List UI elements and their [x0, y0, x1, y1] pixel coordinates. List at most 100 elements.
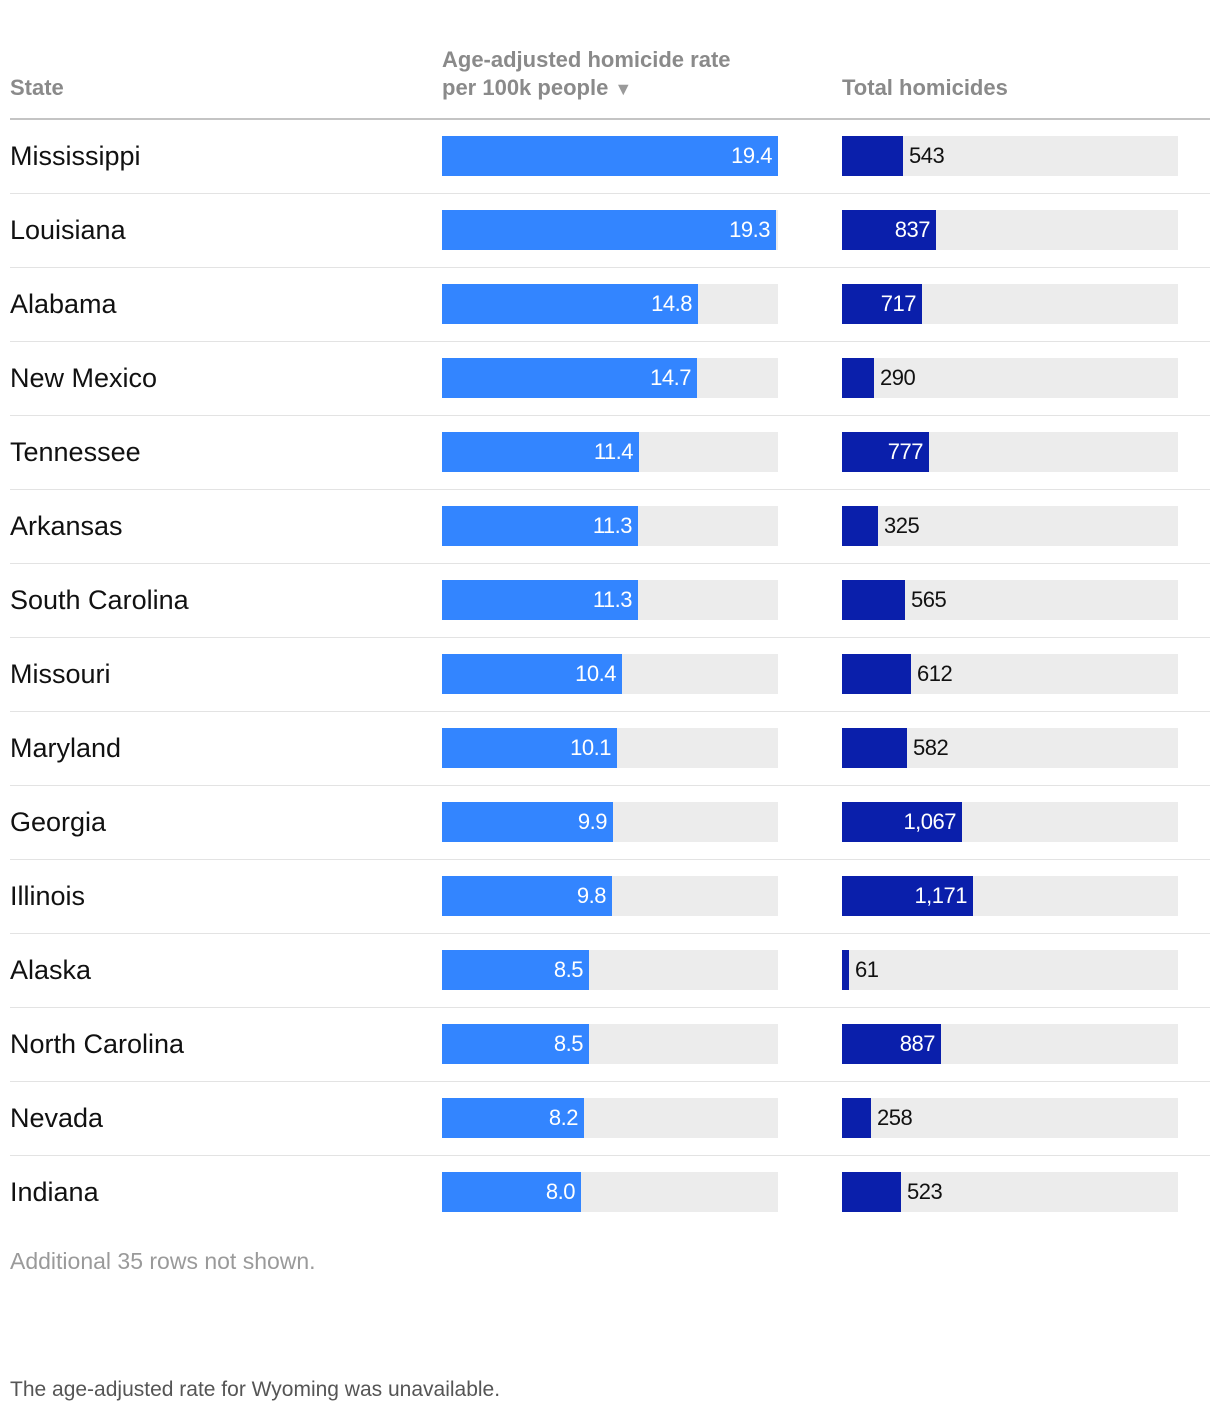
- rate-bar-track: 10.1: [442, 728, 778, 768]
- rate-bar-track: 14.7: [442, 358, 778, 398]
- total-value-label: 1,171: [914, 883, 967, 908]
- total-value-label: 258: [877, 1105, 913, 1130]
- rate-bar: [442, 210, 776, 250]
- row-divider: [10, 785, 1210, 786]
- table-header: State Age-adjusted homicide rate per 100…: [0, 0, 1220, 120]
- rate-bar-track: 11.3: [442, 580, 778, 620]
- row-divider: [10, 193, 1210, 194]
- total-value-label: 582: [913, 735, 949, 760]
- rate-value-label: 8.2: [548, 1105, 579, 1130]
- header-rate-line1: Age-adjusted homicide rate: [442, 47, 731, 72]
- rate-value-label: 9.8: [576, 883, 607, 908]
- total-value-label: 612: [917, 661, 953, 686]
- total-value-label: 887: [899, 1031, 936, 1056]
- rate-bar-track: 14.8: [442, 284, 778, 324]
- header-rate-line2: per 100k people: [442, 75, 609, 100]
- total-bar: [842, 210, 936, 250]
- total-value-label: 565: [911, 587, 947, 612]
- total-bar-track: 582: [842, 728, 1178, 768]
- rate-bar-track: 19.4: [442, 136, 778, 176]
- total-bar: [842, 580, 905, 620]
- rate-value-label: 8.5: [553, 1031, 584, 1056]
- state-name: North Carolina: [10, 1029, 185, 1059]
- table-row: New Mexico 14.7 290: [10, 342, 1210, 416]
- total-bar-track: 717: [842, 284, 1178, 324]
- rate-value-label: 10.1: [570, 735, 611, 760]
- total-value-label: 543: [909, 143, 945, 168]
- state-name: Louisiana: [10, 215, 126, 245]
- total-value-label: 325: [884, 513, 920, 538]
- wyoming-footnote: The age-adjusted rate for Wyoming was un…: [10, 1378, 501, 1401]
- table-row: Arkansas 11.3 325: [10, 490, 1210, 564]
- total-bar-track: 325: [842, 506, 1178, 546]
- row-divider: [10, 637, 1210, 638]
- total-value-label: 61: [855, 957, 879, 982]
- rate-bar: [442, 432, 639, 472]
- total-bar: [842, 1098, 871, 1138]
- total-bar: [842, 654, 911, 694]
- total-bar-track: 61: [842, 950, 1178, 990]
- rate-bar: [442, 1172, 581, 1212]
- row-divider: [10, 1155, 1210, 1156]
- rate-bar-track: 11.4: [442, 432, 778, 472]
- header-state[interactable]: State: [10, 75, 64, 100]
- table-row: Tennessee 11.4 777: [10, 416, 1210, 490]
- total-bar-track: 887: [842, 1024, 1178, 1064]
- rate-bar-track: 8.2: [442, 1098, 778, 1138]
- state-name: Alaska: [10, 955, 92, 985]
- total-bar-track: 258: [842, 1098, 1178, 1138]
- rate-bar: [442, 728, 617, 768]
- total-bar-track: 290: [842, 358, 1178, 398]
- header-rate[interactable]: Age-adjusted homicide rate per 100k peop…: [442, 46, 802, 103]
- total-value-label: 1,067: [903, 809, 956, 834]
- total-bar: [842, 802, 962, 842]
- rate-bar-track: 8.5: [442, 950, 778, 990]
- state-name: Alabama: [10, 289, 117, 319]
- table-row: Louisiana 19.3 837: [10, 194, 1210, 268]
- rate-bar: [442, 802, 613, 842]
- total-bar-track: 565: [842, 580, 1178, 620]
- rate-bar: [442, 506, 638, 546]
- rate-value-label: 19.3: [729, 217, 770, 242]
- total-bar: [842, 950, 849, 990]
- rate-bar: [442, 950, 589, 990]
- table-row: Indiana 8.0 523: [10, 1156, 1210, 1230]
- state-name: Indiana: [10, 1177, 99, 1207]
- rows-hidden-note: Additional 35 rows not shown.: [10, 1248, 316, 1274]
- table-row: Alabama 14.8 717: [10, 268, 1210, 342]
- total-bar-track: 777: [842, 432, 1178, 472]
- rate-value-label: 11.3: [592, 587, 633, 612]
- header-divider: [10, 118, 1210, 120]
- total-bar-track: 523: [842, 1172, 1178, 1212]
- state-name: Illinois: [10, 881, 86, 911]
- header-total[interactable]: Total homicides: [842, 75, 1008, 100]
- row-divider: [10, 267, 1210, 268]
- rate-bar: [442, 136, 778, 176]
- state-name: Mississippi: [10, 141, 141, 171]
- rate-bar-track: 8.0: [442, 1172, 778, 1212]
- rate-value-label: 11.3: [592, 513, 633, 538]
- state-name: Arkansas: [10, 511, 123, 541]
- rate-value-label: 10.4: [575, 661, 616, 686]
- table-row: Illinois 9.8 1,171: [10, 860, 1210, 934]
- rate-bar: [442, 1024, 589, 1064]
- rate-value-label: 8.0: [545, 1179, 576, 1204]
- rate-bar-track: 8.5: [442, 1024, 778, 1064]
- sort-descending-icon: ▼: [614, 79, 633, 99]
- rate-bar: [442, 284, 698, 324]
- total-bar: [842, 432, 929, 472]
- total-value-label: 717: [880, 291, 917, 316]
- state-name: Nevada: [10, 1103, 104, 1133]
- state-name: Tennessee: [10, 437, 141, 467]
- row-divider: [10, 1081, 1210, 1082]
- state-name: Maryland: [10, 733, 122, 763]
- rate-bar: [442, 358, 697, 398]
- total-bar: [842, 1172, 901, 1212]
- total-value-label: 290: [880, 365, 916, 390]
- row-divider: [10, 859, 1210, 860]
- total-bar: [842, 1024, 941, 1064]
- table-row: Georgia 9.9 1,067: [10, 786, 1210, 860]
- rate-bar-track: 10.4: [442, 654, 778, 694]
- row-divider: [10, 711, 1210, 712]
- total-bar-track: 837: [842, 210, 1178, 250]
